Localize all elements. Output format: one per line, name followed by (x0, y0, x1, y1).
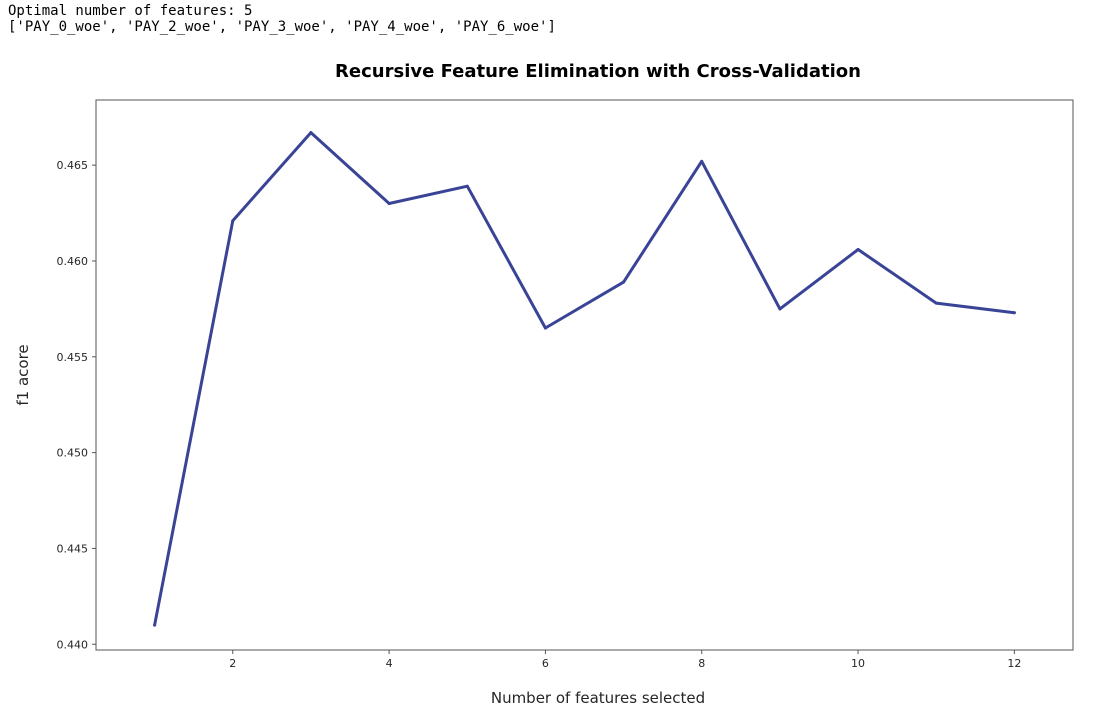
data-point (856, 247, 860, 251)
y-axis-title: f1 acore (14, 344, 32, 405)
selected-features-output: ['PAY_0_woe', 'PAY_2_woe', 'PAY_3_woe', … (8, 19, 556, 35)
data-point (622, 280, 626, 284)
y-tick-label: 0.465 (57, 159, 89, 172)
f1-score-series-line (153, 131, 1016, 627)
x-tick-label: 12 (1007, 657, 1021, 670)
data-point (153, 623, 157, 627)
data-point (465, 184, 469, 188)
data-point (700, 159, 704, 163)
y-tick-label: 0.440 (57, 638, 89, 651)
y-tick-label: 0.450 (57, 447, 89, 460)
chart-title: Recursive Feature Elimination with Cross… (335, 61, 861, 82)
x-axis-title: Number of features selected (491, 689, 705, 707)
data-point (231, 219, 235, 223)
x-tick-label: 10 (851, 657, 865, 670)
x-tick-label: 6 (542, 657, 549, 670)
y-tick-label: 0.455 (57, 351, 89, 364)
data-point (934, 301, 938, 305)
y-tick-label: 0.445 (57, 542, 89, 555)
y-tick-label: 0.460 (57, 255, 89, 268)
data-point (309, 131, 313, 135)
optimal-features-output: Optimal number of features: 5 (8, 3, 253, 19)
data-point (778, 307, 782, 311)
x-tick-label: 4 (386, 657, 393, 670)
x-tick-label: 2 (229, 657, 236, 670)
plot-area (95, 99, 1074, 651)
x-tick-label: 8 (698, 657, 705, 670)
data-point (1012, 311, 1016, 315)
data-point (387, 201, 391, 205)
data-point (543, 326, 547, 330)
